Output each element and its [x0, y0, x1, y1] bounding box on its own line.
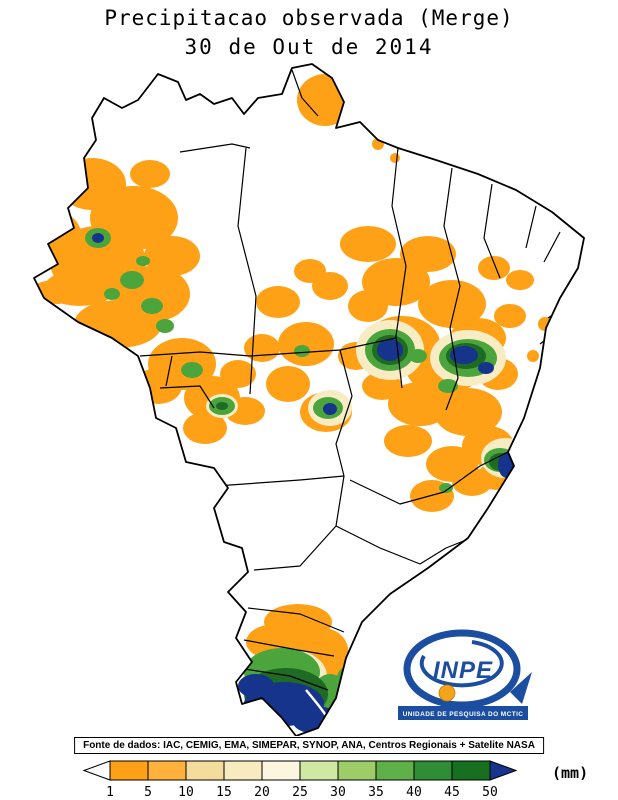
legend-tick-label: 20 — [254, 785, 270, 800]
map-date: 30 de Out de 2014 — [184, 35, 434, 59]
legend-tick-label: 30 — [330, 785, 346, 800]
inpe-logo-text: INPE — [433, 657, 493, 684]
legend-segment — [109, 760, 149, 781]
map-title: Precipitacao observada (Merge) — [104, 6, 514, 30]
legend-tick-label: 50 — [482, 785, 498, 800]
legend-tick-label: 10 — [178, 785, 194, 800]
legend-underflow-arrow — [82, 760, 111, 781]
map-header: Precipitacao observada (Merge) 30 de Out… — [0, 6, 618, 59]
state-borders — [139, 69, 567, 691]
logo-globe-icon — [438, 684, 456, 702]
precipitation-legend: (mm) 1 5 10 15 20 25 30 35 40 45 50 — [82, 760, 588, 800]
logo-banner — [398, 706, 528, 720]
legend-segment — [147, 760, 187, 781]
legend-tick-label: 35 — [368, 785, 384, 800]
legend-segment — [185, 760, 225, 781]
legend-tick-label: 25 — [292, 785, 308, 800]
legend-overflow-arrow — [489, 760, 518, 781]
legend-tick-label: 1 — [106, 785, 114, 800]
brazil-precipitation-map: INPE UNIDADE DE PESQUISA DO MCTIC — [33, 63, 585, 736]
inpe-logo: INPE UNIDADE DE PESQUISA DO MCTIC — [398, 629, 532, 720]
legend-tick-label: 15 — [216, 785, 232, 800]
legend-tick-label: 45 — [444, 785, 460, 800]
inpe-banner-text: UNIDADE DE PESQUISA DO MCTIC — [403, 711, 524, 718]
legend-segment — [223, 760, 263, 781]
legend-segment — [413, 760, 453, 781]
legend-segment — [375, 760, 415, 781]
extreme-rain-blobs — [92, 233, 516, 734]
legend-segment — [299, 760, 339, 781]
data-source-note: Fonte de dados: IAC, CEMIG, EMA, SIMEPAR… — [74, 737, 544, 754]
legend-unit-label: (mm) — [552, 764, 588, 782]
logo-arrowhead — [510, 672, 532, 704]
legend-tick-label: 40 — [406, 785, 422, 800]
legend-tick-label: 5 — [144, 785, 152, 800]
legend-segment — [337, 760, 377, 781]
legend-segment — [451, 760, 491, 781]
legend-segment — [261, 760, 301, 781]
